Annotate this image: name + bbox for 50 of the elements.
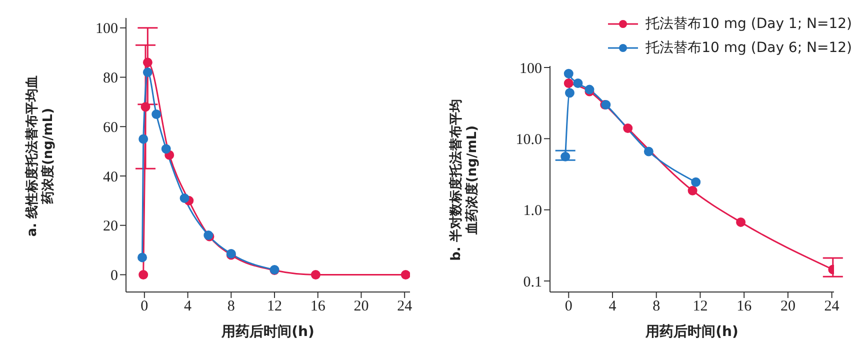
point	[152, 110, 162, 120]
point	[736, 217, 746, 227]
point	[310, 270, 320, 280]
point	[138, 270, 148, 280]
point	[623, 124, 633, 134]
y-tick-label: 0	[110, 268, 118, 284]
x-tick-label: 24	[397, 298, 413, 315]
y-tick-label: 10.0	[516, 132, 542, 148]
y-tick-label: 0.1	[523, 274, 542, 290]
y-tick-label: 80	[103, 70, 118, 87]
point	[180, 193, 190, 203]
y-tick-label: 100	[520, 60, 542, 77]
point	[691, 177, 701, 187]
x-tick-label: 8	[227, 298, 235, 315]
y-tick-label: 60	[103, 120, 118, 136]
point	[142, 58, 152, 68]
x-tick-label: 20	[354, 298, 369, 315]
y-tick-label: 100	[96, 21, 118, 38]
x-axis-title: 用药后时间(h)	[644, 323, 738, 340]
x-tick-label: 8	[652, 298, 660, 315]
x-tick-label: 12	[267, 298, 282, 315]
point	[140, 102, 150, 112]
y-tick-label: 40	[103, 169, 118, 186]
point	[573, 78, 583, 88]
point	[138, 252, 148, 262]
point	[564, 68, 574, 78]
x-tick-label: 4	[184, 298, 192, 315]
point	[564, 78, 574, 88]
legend-label: 托法替布10 mg (Day 1; N=12)	[646, 15, 852, 33]
y-axis-title: a. 线性标度托法替布平均血药浓度(ng/mL)	[25, 74, 57, 239]
x-tick-label: 24	[824, 298, 840, 315]
y-tick-label: 1.0	[523, 203, 542, 220]
point	[564, 88, 574, 98]
point	[644, 146, 654, 156]
x-tick-label: 0	[140, 298, 148, 315]
x-tick-label: 20	[780, 298, 796, 315]
y-tick-label: 20	[103, 218, 118, 235]
legend-label: 托法替布10 mg (Day 6; N=12)	[646, 39, 852, 57]
x-tick-label: 0	[564, 298, 572, 315]
x-axis-title: 用药后时间(h)	[220, 323, 314, 340]
x-tick-label: 4	[608, 298, 617, 315]
point	[688, 186, 698, 196]
y-axis-title: b. 半对数标度托法替布平均血药浓度(ng/mL)	[449, 98, 481, 263]
x-tick-label: 16	[736, 298, 752, 315]
point	[142, 68, 152, 78]
point	[138, 134, 148, 144]
point	[400, 270, 410, 280]
x-tick-label: 12	[692, 298, 708, 315]
point	[161, 144, 171, 154]
x-tick-label: 16	[310, 298, 326, 315]
